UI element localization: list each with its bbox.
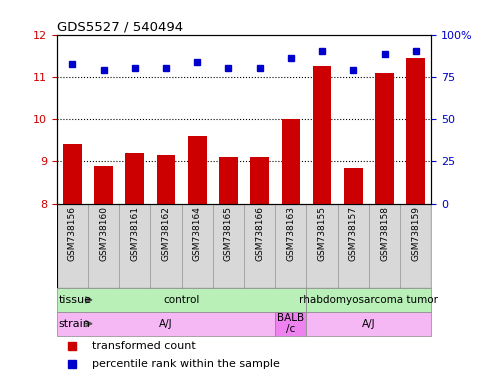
Bar — [400, 204, 431, 288]
Bar — [125, 153, 144, 204]
Text: GSM738159: GSM738159 — [411, 206, 420, 261]
Bar — [181, 204, 213, 288]
Bar — [88, 204, 119, 288]
Bar — [307, 204, 338, 288]
Text: GSM738166: GSM738166 — [255, 206, 264, 261]
Text: transformed count: transformed count — [92, 341, 196, 351]
Text: A/J: A/J — [159, 319, 173, 329]
Text: GDS5527 / 540494: GDS5527 / 540494 — [57, 20, 183, 33]
Text: BALB
/c: BALB /c — [277, 313, 305, 334]
Text: GSM738163: GSM738163 — [286, 206, 295, 261]
Text: A/J: A/J — [362, 319, 376, 329]
Bar — [188, 136, 207, 204]
Text: GSM738165: GSM738165 — [224, 206, 233, 261]
Bar — [119, 204, 150, 288]
Bar — [244, 204, 275, 288]
Text: GSM738161: GSM738161 — [130, 206, 139, 261]
Bar — [313, 66, 331, 204]
Bar — [275, 312, 307, 336]
Bar — [375, 73, 394, 204]
Text: percentile rank within the sample: percentile rank within the sample — [92, 359, 280, 369]
Bar — [307, 288, 431, 312]
Bar — [406, 58, 425, 204]
Text: GSM738158: GSM738158 — [380, 206, 389, 261]
Text: GSM738156: GSM738156 — [68, 206, 77, 261]
Text: GSM738155: GSM738155 — [317, 206, 326, 261]
Bar — [307, 312, 431, 336]
Bar — [369, 204, 400, 288]
Text: strain: strain — [59, 319, 90, 329]
Bar — [219, 157, 238, 204]
Text: rhabdomyosarcoma tumor: rhabdomyosarcoma tumor — [299, 295, 438, 305]
Bar — [57, 288, 307, 312]
Text: GSM738157: GSM738157 — [349, 206, 358, 261]
Bar — [344, 167, 363, 204]
Text: GSM738162: GSM738162 — [162, 206, 171, 261]
Text: GSM738160: GSM738160 — [99, 206, 108, 261]
Bar — [275, 204, 307, 288]
Bar — [150, 204, 181, 288]
Bar — [63, 144, 82, 204]
Bar — [157, 155, 176, 204]
Bar — [338, 204, 369, 288]
Bar — [282, 119, 300, 204]
Text: control: control — [163, 295, 200, 305]
Bar — [213, 204, 244, 288]
Text: tissue: tissue — [59, 295, 92, 305]
Bar — [57, 204, 88, 288]
Bar — [57, 312, 275, 336]
Bar — [250, 157, 269, 204]
Bar — [94, 166, 113, 204]
Text: GSM738164: GSM738164 — [193, 206, 202, 261]
